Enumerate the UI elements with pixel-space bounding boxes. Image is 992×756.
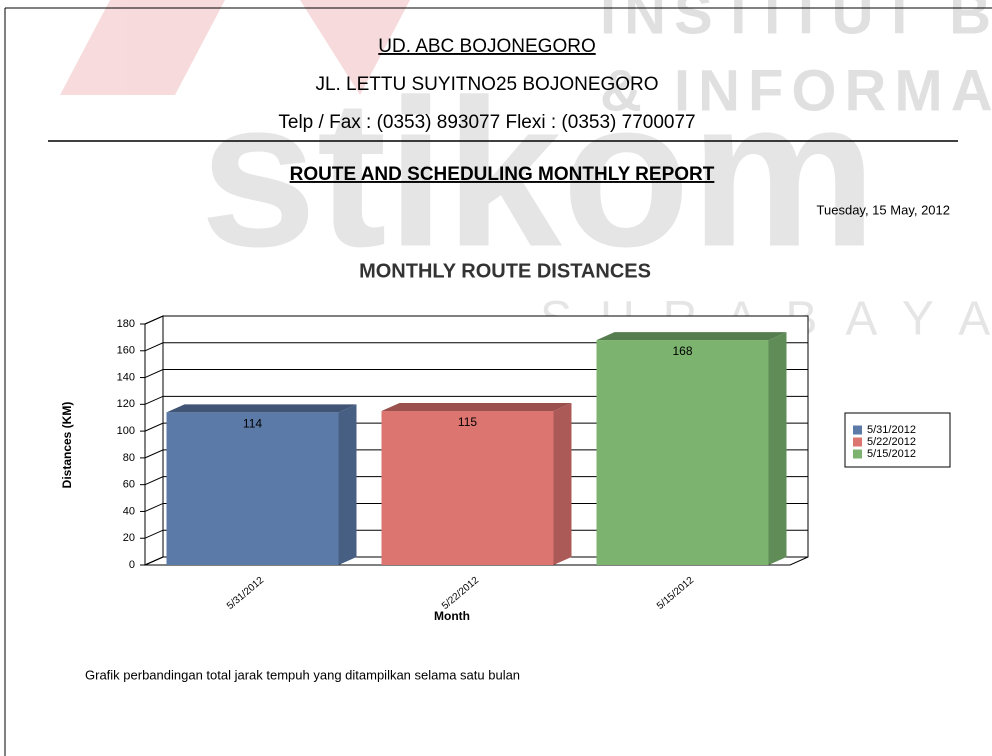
company-address: JL. LETTU SUYITNO25 BOJONEGORO xyxy=(315,74,658,95)
y-tick-label: 100 xyxy=(117,425,135,437)
bar-top xyxy=(596,332,787,341)
value-label: 168 xyxy=(672,344,692,358)
watermark-text: & INFORMATIK xyxy=(600,58,992,123)
report-title: ROUTE AND SCHEDULING MONTHLY REPORT xyxy=(290,164,715,185)
report-date: Tuesday, 15 May, 2012 xyxy=(817,202,950,217)
bar-side xyxy=(338,404,357,565)
y-tick-label: 180 xyxy=(117,318,135,330)
legend-label: 5/22/2012 xyxy=(867,436,916,448)
grid-line xyxy=(144,449,808,459)
grid-line xyxy=(144,556,808,566)
x-axis-label: Month xyxy=(434,609,470,623)
y-tick-label: 160 xyxy=(117,345,135,357)
legend-label: 5/31/2012 xyxy=(867,424,916,436)
bar xyxy=(166,412,339,565)
value-label: 114 xyxy=(243,417,262,431)
left-wall xyxy=(144,315,164,566)
y-tick-label: 20 xyxy=(123,532,135,544)
y-tick-label: 60 xyxy=(123,479,135,491)
chart-title: MONTHLY ROUTE DISTANCES xyxy=(359,260,651,282)
grid-line xyxy=(144,395,808,405)
bar xyxy=(381,411,554,565)
y-tick-label: 0 xyxy=(129,559,135,571)
bar xyxy=(596,340,769,565)
y-axis-label: Distances (KM) xyxy=(60,402,74,489)
watermark-text: INSTITUT BISN xyxy=(600,0,992,46)
watermark-shape xyxy=(60,0,225,95)
watermark-logo: stikom xyxy=(200,55,877,290)
bar-top xyxy=(381,403,572,412)
legend-swatch xyxy=(853,437,862,447)
bar-side xyxy=(553,403,572,565)
grid-line xyxy=(144,502,808,512)
grid-line xyxy=(144,342,808,352)
watermark: INSTITUT BISN & INFORMATIK stikom SURABA… xyxy=(60,0,992,346)
legend-box xyxy=(844,412,951,468)
caption: Grafik perbandingan total jarak tempuh y… xyxy=(85,667,520,682)
value-label: 115 xyxy=(458,415,477,429)
grid-line xyxy=(144,369,808,379)
legend-swatch xyxy=(853,449,862,459)
y-tick-label: 80 xyxy=(123,452,135,464)
watermark-shape xyxy=(300,0,410,95)
grid-line xyxy=(144,476,808,486)
y-tick-label: 40 xyxy=(123,505,135,517)
grid-line xyxy=(144,422,808,432)
grid-line xyxy=(144,315,808,325)
company-contact: Telp / Fax : (0353) 893077 Flexi : (0353… xyxy=(278,112,695,133)
grid-line xyxy=(144,529,808,539)
company-name: UD. ABC BOJONEGORO xyxy=(378,36,595,57)
bar-side xyxy=(768,332,787,565)
bar-top xyxy=(166,404,357,413)
legend-label: 5/15/2012 xyxy=(867,448,916,460)
legend-swatch xyxy=(853,425,862,435)
y-tick-label: 140 xyxy=(117,371,135,383)
y-tick-label: 120 xyxy=(117,398,135,410)
